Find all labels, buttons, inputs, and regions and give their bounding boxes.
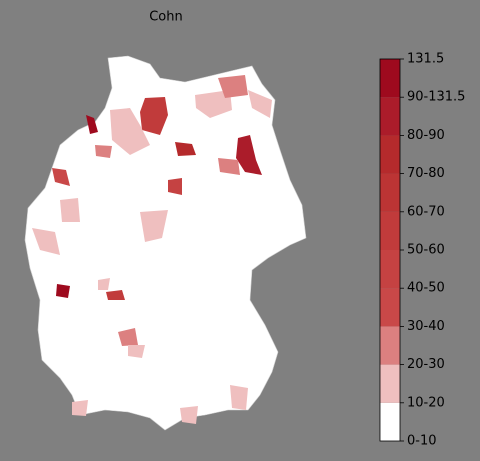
region — [236, 135, 262, 175]
map-title: Cohn — [149, 10, 183, 25]
region — [32, 228, 60, 255]
region — [60, 198, 80, 222]
region — [86, 115, 98, 134]
legend-label: 50-60 — [407, 243, 445, 258]
legend-swatch — [380, 364, 400, 403]
legend-swatch — [380, 326, 400, 365]
legend-label: 40-50 — [407, 281, 445, 296]
region — [218, 75, 248, 98]
legend-label: 70-80 — [407, 166, 445, 181]
legend-label: 0-10 — [407, 434, 437, 449]
region — [52, 168, 70, 186]
legend-swatch — [380, 211, 400, 250]
legend-swatch — [380, 59, 400, 98]
region — [118, 328, 138, 346]
legend-label: 131.5 — [407, 52, 444, 67]
legend-label: 20-30 — [407, 357, 445, 372]
legend-swatch — [380, 97, 400, 136]
region — [175, 142, 196, 156]
region — [72, 400, 88, 416]
region — [195, 90, 232, 118]
region — [230, 385, 248, 410]
legend-swatch — [380, 250, 400, 289]
colorbar: 0-10 10-20 20-30 30-40 40-50 50-60 60-70 70-80 8… — [379, 52, 465, 449]
legend-swatch — [380, 402, 400, 441]
region — [140, 97, 168, 135]
region — [95, 145, 112, 158]
region — [140, 210, 168, 242]
legend-swatch — [380, 173, 400, 212]
legend-label: 30-40 — [407, 319, 445, 334]
legend-label: 80-90 — [407, 128, 445, 143]
country-outline — [24, 55, 307, 431]
region — [106, 290, 125, 300]
region — [128, 345, 145, 358]
region — [218, 158, 240, 175]
region — [56, 284, 70, 298]
region — [98, 278, 110, 290]
map — [24, 55, 307, 431]
legend-label: 10-20 — [407, 395, 445, 410]
legend-label: 60-70 — [407, 204, 445, 219]
region — [248, 90, 272, 118]
region — [110, 108, 150, 155]
legend-swatch — [380, 135, 400, 174]
legend-swatch — [380, 288, 400, 327]
region — [168, 178, 182, 195]
region — [180, 406, 198, 424]
legend-label: 90-131.5 — [407, 90, 465, 105]
